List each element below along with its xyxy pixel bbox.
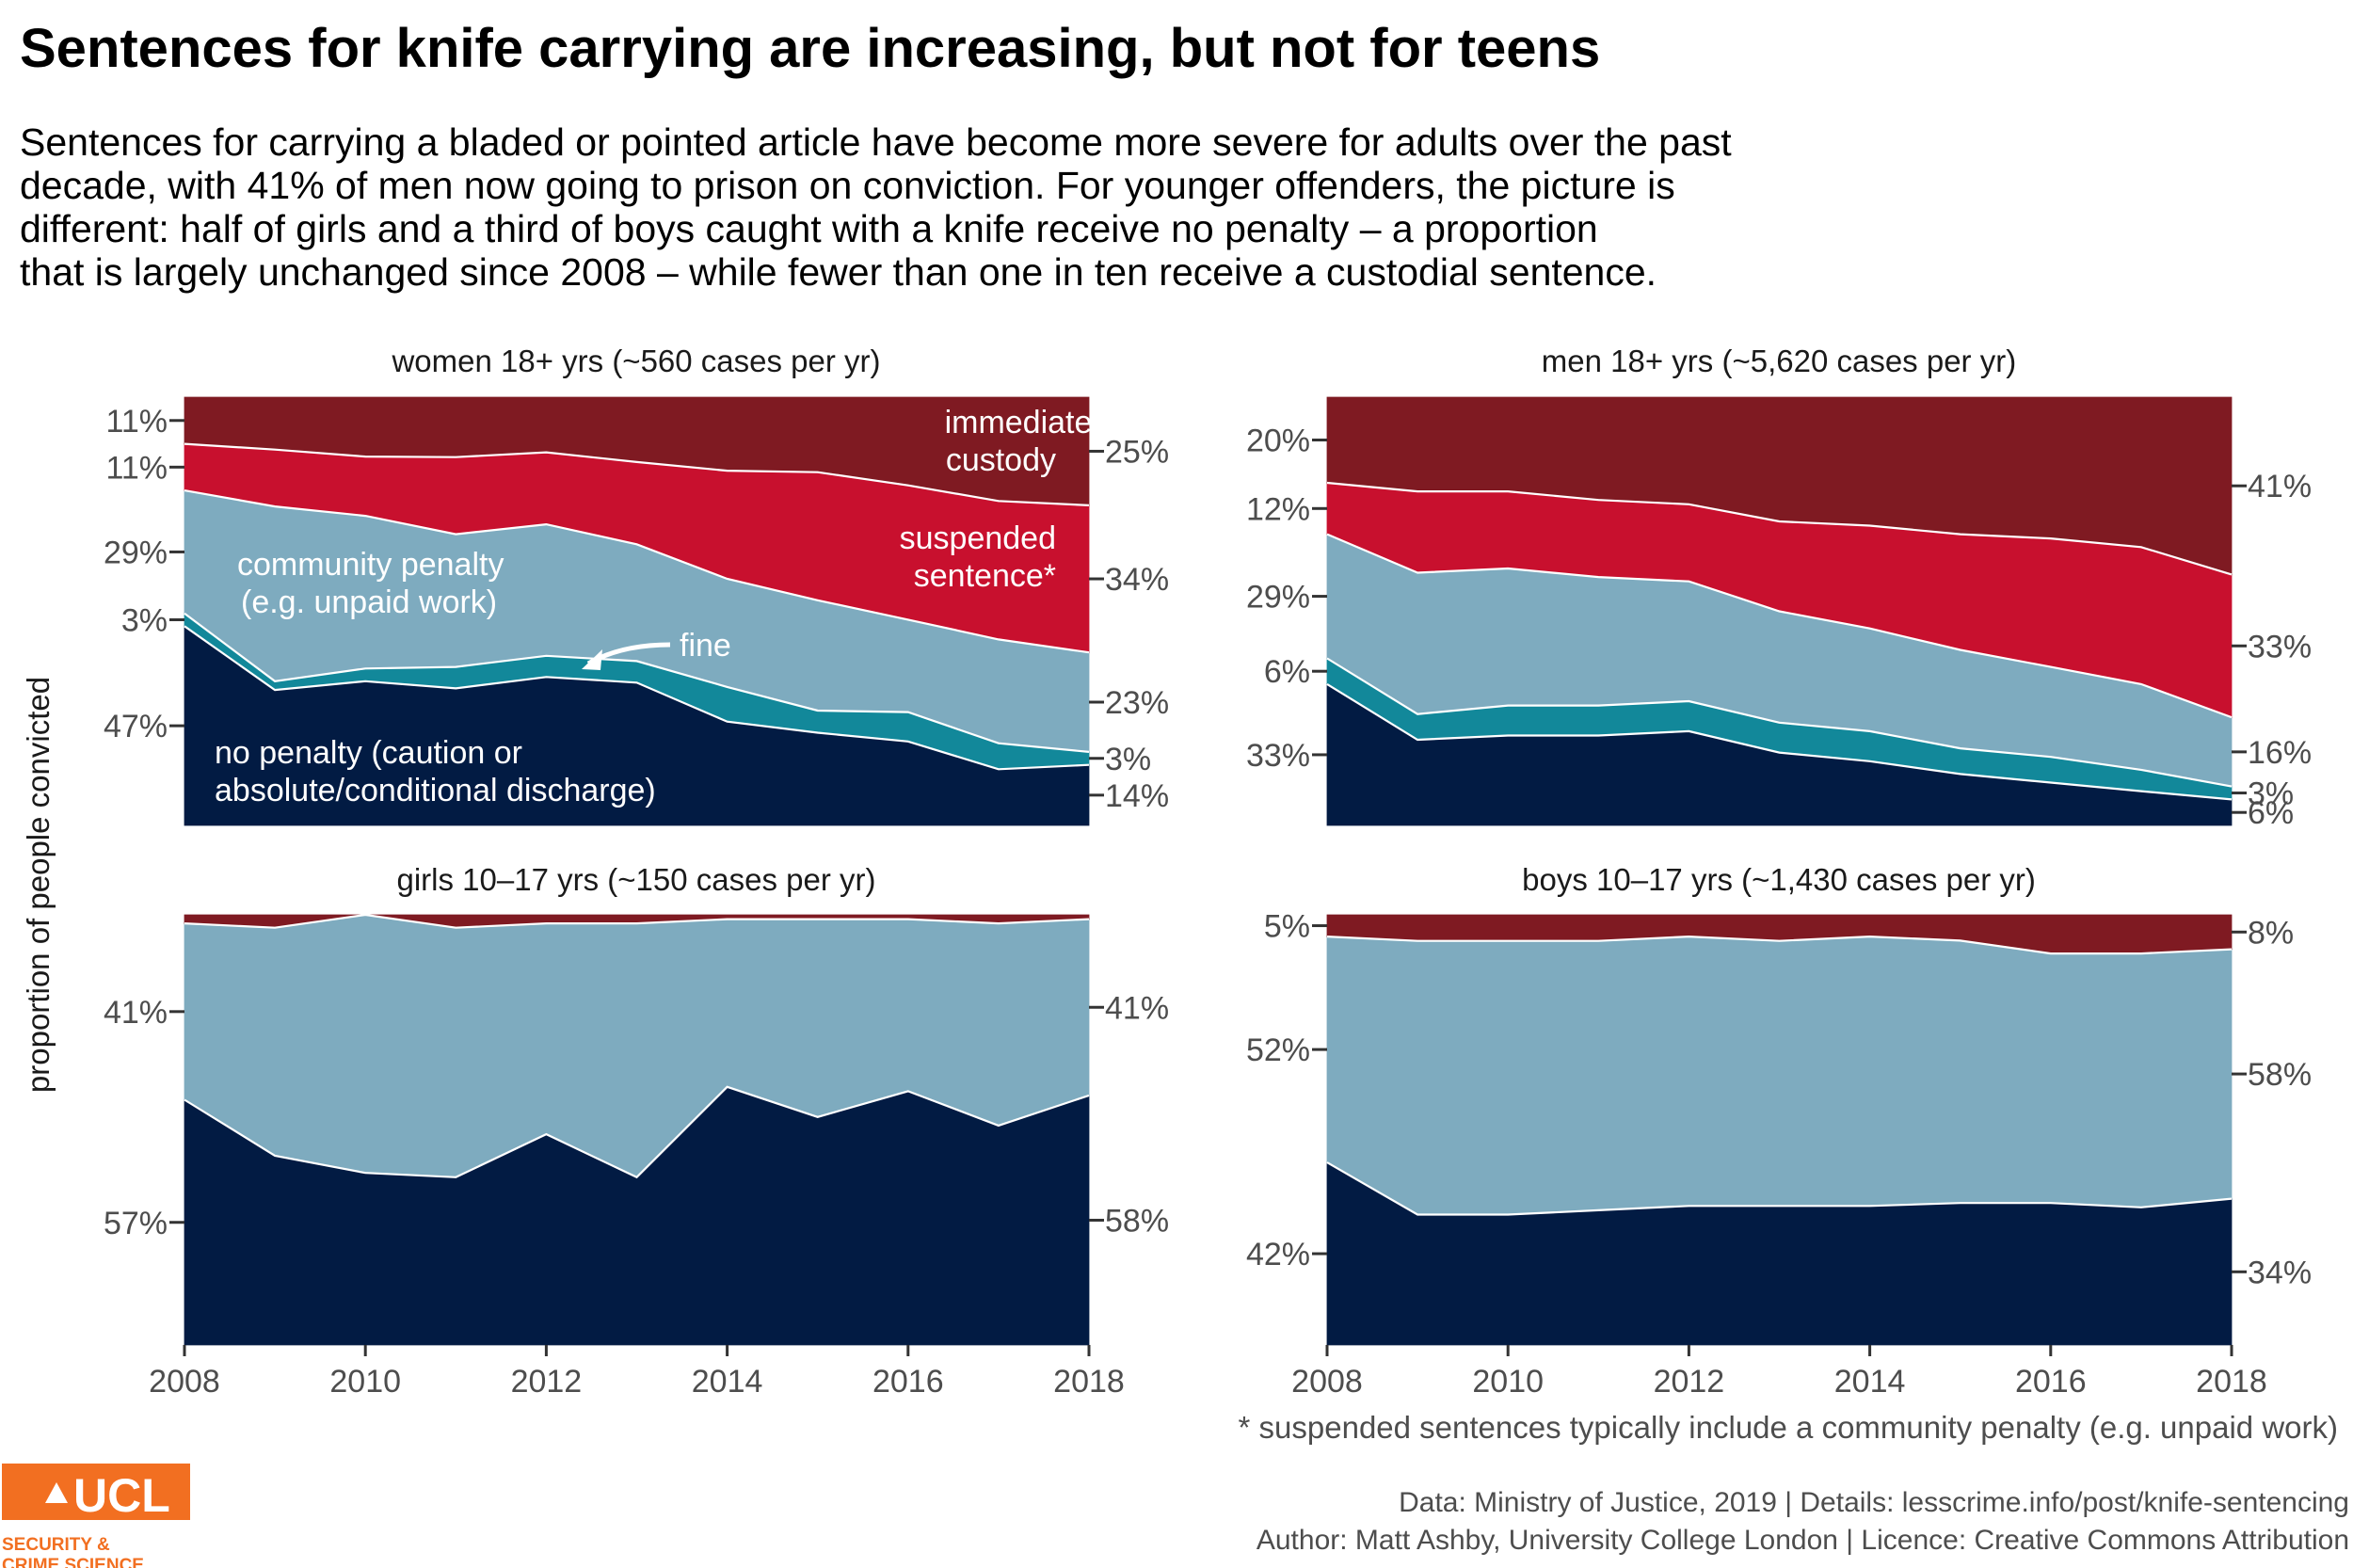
left-share-label: 11% (105, 450, 168, 486)
x-tick-label: 2012 (511, 1364, 583, 1400)
right-share-label: 8% (2248, 915, 2294, 951)
right-share-label: 58% (2248, 1057, 2312, 1093)
left-share-label: 12% (1246, 491, 1310, 527)
series-boundary-line (1326, 481, 2233, 576)
portico-icon (45, 1482, 68, 1503)
ucl-logo: UCL SECURITY & CRIME SCIENCE (2, 1464, 190, 1568)
ucl-logo-box (2, 1464, 190, 1520)
chart-panels: women 18+ yrs (~560 cases per yr)47%14%3… (104, 344, 2312, 1400)
right-share-label: 41% (1105, 990, 1169, 1026)
x-tick-label: 2008 (1291, 1364, 1363, 1400)
women-annotations: immediate custody suspended sentence* co… (215, 405, 1092, 808)
fine-arrowhead-icon (582, 649, 602, 670)
annotation-no-penalty: no penalty (caution or (215, 735, 522, 771)
right-share-label: 34% (1105, 562, 1169, 598)
x-tick-label: 2016 (2015, 1364, 2087, 1400)
left-share-label: 11% (105, 404, 168, 440)
right-share-label: 33% (2248, 629, 2312, 664)
right-share-label: 34% (2248, 1255, 2312, 1290)
annotation-community: (e.g. unpaid work) (241, 584, 497, 620)
right-share-label: 3% (2248, 776, 2294, 812)
series-boundary-line (1326, 657, 2233, 788)
subtitle-line: decade, with 41% of men now going to pri… (20, 164, 1675, 207)
annotation-custody: custody (946, 442, 1056, 478)
subtitle-line: different: half of girls and a third of … (20, 207, 1598, 250)
series-boundary-line (1326, 533, 2233, 719)
left-share-label: 42% (1246, 1237, 1310, 1272)
right-share-label: 6% (2248, 795, 2294, 831)
left-share-label: 47% (104, 709, 168, 744)
annotation-community: community penalty (237, 547, 504, 583)
right-share-label: 58% (1105, 1203, 1169, 1239)
series-boundary-line (184, 442, 1090, 506)
x-tick-label: 2018 (1053, 1364, 1125, 1400)
right-share-label: 25% (1105, 434, 1169, 470)
panel-title: women 18+ yrs (~560 cases per yr) (391, 344, 880, 378)
left-share-label: 20% (1246, 424, 1310, 459)
series-boundary-line (184, 625, 1090, 771)
x-tick-label: 2008 (149, 1364, 220, 1400)
right-share-label: 23% (1105, 685, 1169, 721)
source-line: Data: Ministry of Justice, 2019 | Detail… (1399, 1487, 2349, 1518)
series-boundary-line (1326, 1161, 2233, 1216)
annotation-fine: fine (680, 628, 731, 664)
chart-title: Sentences for knife carrying are increas… (20, 18, 1601, 79)
x-tick-label: 2010 (1472, 1364, 1544, 1400)
series-boundary-line (1326, 682, 2233, 801)
annotation-suspended: sentence* (914, 558, 1056, 594)
left-share-label: 33% (1246, 738, 1310, 774)
x-tick-label: 2014 (1834, 1364, 1906, 1400)
left-share-label: 5% (1264, 909, 1310, 945)
series-boundary-line (184, 612, 1090, 753)
subtitle-line: Sentences for carrying a bladed or point… (20, 120, 1732, 164)
logo-caption: SECURITY & (2, 1535, 110, 1555)
panel-title: girls 10–17 yrs (~150 cases per yr) (397, 862, 876, 897)
right-share-label: 16% (2248, 735, 2312, 771)
panel-women-18-yrs: women 18+ yrs (~560 cases per yr)47%14%3… (104, 344, 1169, 826)
annotation-custody: immediate (945, 405, 1093, 440)
left-share-label: 3% (121, 603, 168, 639)
left-share-label: 6% (1264, 654, 1310, 690)
annotation-no-penalty: absolute/conditional discharge) (215, 773, 656, 808)
x-tick-label: 2010 (329, 1364, 401, 1400)
series-boundary-line (184, 489, 1090, 654)
panel-title: men 18+ yrs (~5,620 cases per yr) (1542, 344, 2016, 378)
panel-boys-10-17-yrs: boys 10–17 yrs (~1,430 cases per yr) 42% 3… (1246, 862, 2312, 1400)
x-tick-label: 2012 (1654, 1364, 1725, 1400)
chart-subtitle: Sentences for carrying a bladed or point… (20, 120, 2090, 294)
panel-men-18-yrs: men 18+ yrs (~5,620 cases per yr) 33% 6% 6%… (1246, 344, 2312, 831)
subtitle-line: that is largely unchanged since 2008 – w… (20, 250, 1657, 294)
footnote: * suspended sentences typically include … (1239, 1410, 2338, 1445)
x-tick-label: 2014 (692, 1364, 763, 1400)
x-tick-label: 2016 (872, 1364, 944, 1400)
right-share-label: 41% (2248, 469, 2312, 504)
left-share-label: 52% (1246, 1032, 1310, 1068)
left-share-label: 29% (1246, 580, 1310, 616)
panel-title: boys 10–17 yrs (~1,430 cases per yr) (1522, 862, 2036, 897)
series-boundary-line (184, 913, 1090, 929)
x-tick-label: 2018 (2196, 1364, 2267, 1400)
right-share-label: 3% (1105, 742, 1151, 777)
annotation-suspended: suspended (900, 520, 1056, 556)
left-share-label: 41% (104, 995, 168, 1031)
logo-caption: CRIME SCIENCE (2, 1556, 144, 1568)
right-share-label: 14% (1105, 778, 1169, 814)
left-share-label: 29% (104, 535, 168, 570)
author-line: Author: Matt Ashby, University College L… (1257, 1525, 2349, 1556)
area-community-penalty (1326, 936, 2233, 1215)
series-boundary-line (184, 1085, 1090, 1179)
panel-girls-10-17-yrs: girls 10–17 yrs (~150 cases per yr) 57% 58… (104, 862, 1169, 1400)
ucl-logo-text: UCL (73, 1469, 170, 1522)
series-boundary-line (1326, 935, 2233, 955)
left-share-label: 57% (104, 1206, 168, 1241)
y-axis-label: proportion of people convicted (21, 677, 56, 1093)
